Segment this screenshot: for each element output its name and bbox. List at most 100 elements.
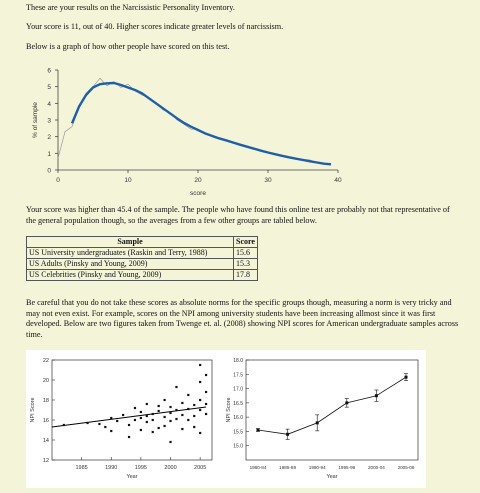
table-cell-score: 17.8 <box>233 269 258 281</box>
result-text: Your score was higher than 45.4 of the s… <box>26 205 450 225</box>
scatter-point <box>145 402 148 406</box>
table-row: US Celebrities (Pinsky and Young, 2009) … <box>26 269 258 281</box>
scatter-point <box>127 423 131 427</box>
scatter-point <box>199 363 202 367</box>
scatter-point <box>151 418 154 422</box>
y-tick-label: 6 <box>47 68 51 75</box>
y-tick-label: 18 <box>43 398 49 404</box>
scatter-point <box>175 408 178 412</box>
caution-text: Be careful that you do not take these sc… <box>26 298 459 339</box>
y-tick-label: 17.5 <box>233 372 243 378</box>
scatter-point <box>181 413 184 417</box>
data-point <box>374 394 378 398</box>
scatter-point <box>204 373 208 377</box>
y-tick-label: 15.0 <box>233 444 243 450</box>
y-tick-label: 16.5 <box>233 401 243 407</box>
scatter-point <box>139 410 142 414</box>
scatter-point <box>204 402 208 406</box>
scatter-point <box>104 425 107 429</box>
scatter-point <box>62 423 65 427</box>
smoothed-distribution-line <box>70 81 332 166</box>
x-tick-label: 0 <box>56 177 60 184</box>
x-tick-label: 1980-84 <box>250 465 267 470</box>
scatter-point <box>139 428 142 432</box>
scatter-point <box>157 409 160 413</box>
table-header-sample: Sample <box>26 236 234 248</box>
table-header-row: Sample Score <box>26 236 258 248</box>
scatter-point <box>151 430 154 434</box>
scatter-point <box>145 420 148 424</box>
table-row: US University undergraduates (Raskin and… <box>26 247 258 259</box>
scatter-point <box>181 427 184 431</box>
y-tick-label: 20 <box>43 378 49 384</box>
y-tick-label: 4 <box>47 101 51 108</box>
scatter-point <box>204 390 208 394</box>
scatter-point <box>163 415 166 419</box>
table-cell-score: 15.6 <box>233 247 258 259</box>
scatter-point <box>181 401 184 405</box>
scatter-point <box>110 429 113 433</box>
x-tick-label: 30 <box>264 177 272 184</box>
scatter-point <box>187 407 190 411</box>
x-tick-label: 1995 <box>135 465 147 471</box>
data-point <box>345 401 349 405</box>
y-tick-label: 14 <box>43 438 49 444</box>
scatter-point <box>157 426 160 430</box>
scatter-point <box>169 405 172 409</box>
y-tick-label: 12 <box>43 458 49 464</box>
score-text: Your score is 11, out of 40. Higher scor… <box>26 22 284 31</box>
scatter-point <box>193 403 196 407</box>
npi-scatter-chart: 12 14 16 18 20 22 1985 1990 1995 2000 2005 Year NPI … <box>30 358 213 480</box>
data-point <box>256 428 260 432</box>
scatter-point <box>116 419 119 423</box>
y-axis-label: % of sample <box>32 102 39 138</box>
trend-line <box>51 406 207 428</box>
x-axis-label: Year <box>126 474 137 480</box>
scatter-point <box>145 414 148 418</box>
x-tick-label: 2000 <box>164 465 176 471</box>
scatter-point <box>169 440 172 444</box>
scatter-point <box>199 431 202 435</box>
scatter-point <box>86 421 89 425</box>
series-line <box>257 376 407 435</box>
table-header-score: Score <box>233 236 258 248</box>
scatter-point <box>199 408 202 412</box>
data-point <box>286 432 290 436</box>
scatter-point <box>193 414 196 418</box>
x-axis-label: Year <box>326 474 337 480</box>
intro-text: These are your results on the Narcissist… <box>26 3 235 12</box>
twenge-figures: 12 14 16 18 20 22 1985 1990 1995 2000 2005 Year NPI … <box>26 350 426 488</box>
scatter-point <box>133 406 137 410</box>
plot-frame <box>51 359 213 461</box>
scatter-point <box>175 385 178 389</box>
score-distribution-chart: 0 1 2 3 4 5 6 0 10 20 30 40 score % of sample <box>32 68 342 198</box>
y-tick-label: 3 <box>47 118 51 125</box>
scatter-point <box>133 418 137 422</box>
scatter-point <box>98 422 101 426</box>
x-tick-label: 1995-99 <box>338 465 355 470</box>
x-tick-label: 2000-04 <box>368 465 385 470</box>
scatter-point <box>127 435 131 439</box>
y-tick-label: 1 <box>47 151 51 158</box>
x-tick-label: 1990-94 <box>309 465 326 470</box>
x-tick-label: 1985-89 <box>279 465 296 470</box>
scatter-point <box>187 418 190 422</box>
scatter-point <box>169 419 172 423</box>
x-axis-label: score <box>190 190 206 197</box>
y-tick-label: 15.5 <box>233 429 243 435</box>
y-axis-label: NPI Score <box>30 397 36 422</box>
scatter-point <box>151 412 154 416</box>
scatter-point <box>157 404 160 408</box>
scatter-point <box>199 380 202 384</box>
data-point <box>404 375 408 379</box>
x-tick-label: 10 <box>124 177 132 184</box>
graph-intro-text: Below is a graph of how other people hav… <box>26 42 230 51</box>
npi-period-chart: 15.0 15.5 16.0 16.5 17.0 17.5 18.0 1980-84 1985-… <box>226 358 419 480</box>
scatter-point <box>122 413 125 417</box>
x-tick-label: 20 <box>194 177 202 184</box>
x-tick-label: 2005-06 <box>398 465 415 470</box>
scatter-point <box>110 416 113 420</box>
plot-frame <box>245 359 419 461</box>
table-row: US Adults (Pinsky and Young, 2009) 15.3 <box>26 258 258 270</box>
